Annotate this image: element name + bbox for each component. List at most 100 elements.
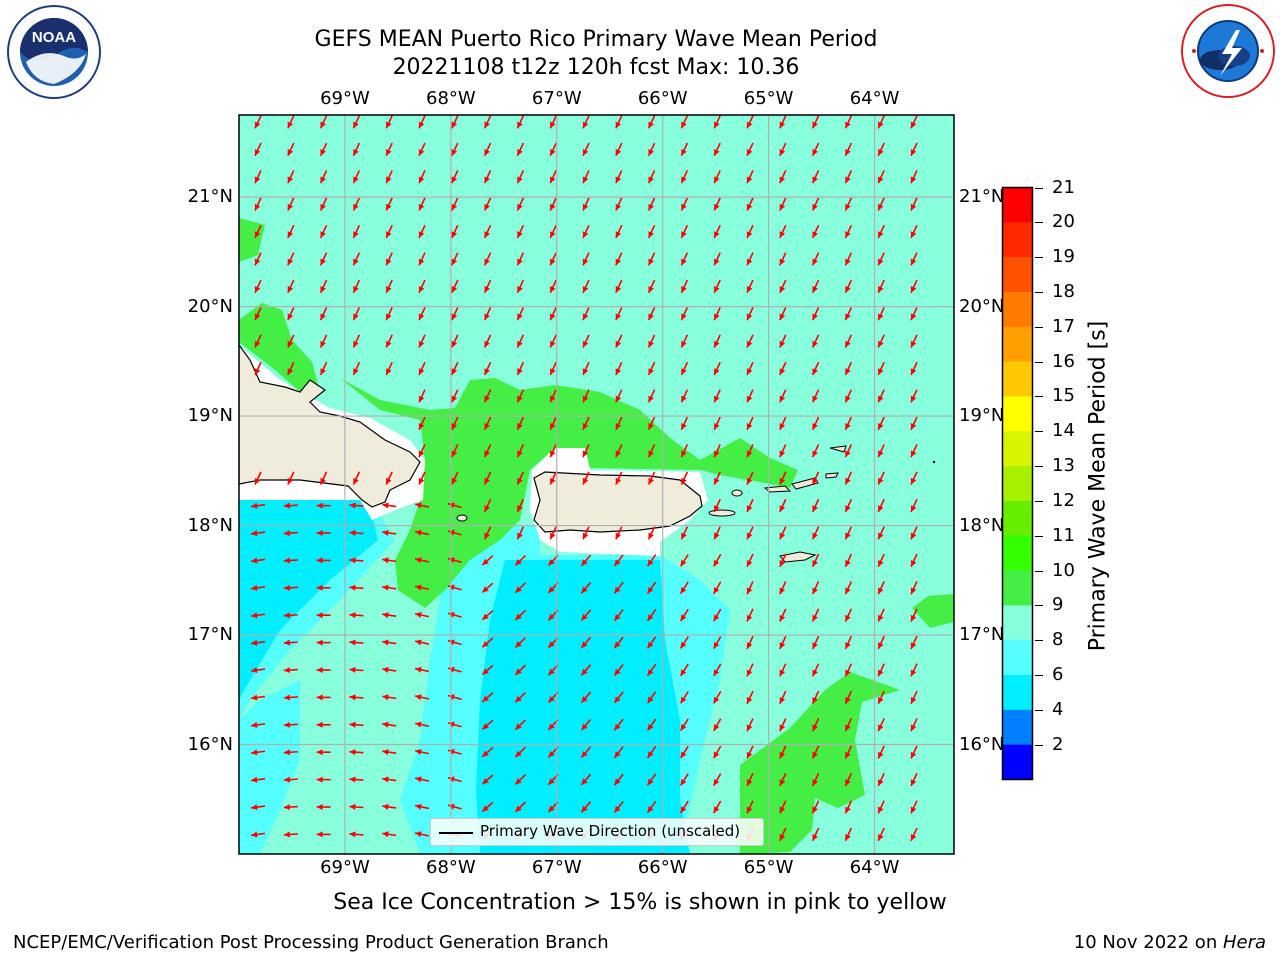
colorbar-label: 20 <box>1052 211 1075 233</box>
wave-arrow <box>877 416 885 431</box>
wave-arrow <box>746 224 754 239</box>
wave-arrow <box>549 279 557 294</box>
wave-arrow <box>713 197 721 211</box>
wave-arrow <box>582 416 590 431</box>
wave-arrow <box>316 557 331 564</box>
wave-arrow <box>316 694 331 701</box>
wave-arrow <box>712 773 722 787</box>
wave-arrow <box>319 279 328 294</box>
wave-arrow <box>811 663 820 677</box>
wave-arrow <box>811 690 820 705</box>
wave-arrow <box>647 334 656 348</box>
wave-arrow <box>483 115 492 129</box>
wave-arrow <box>746 581 754 595</box>
wave-arrow <box>319 334 328 348</box>
wave-arrow <box>877 334 885 348</box>
colorbar-label: 6 <box>1052 664 1064 686</box>
wave-arrow <box>910 444 918 458</box>
wave-arrow <box>385 115 393 129</box>
wave-arrow <box>679 773 689 786</box>
wave-arrow <box>414 831 430 838</box>
legend-line-sample <box>439 832 473 834</box>
wave-arrow <box>713 252 721 266</box>
wave-arrow <box>877 389 885 403</box>
wave-arrow <box>483 444 492 458</box>
colorbar-tick <box>1035 291 1043 293</box>
colorbar-tick <box>1035 640 1043 642</box>
wave-arrow <box>779 224 787 239</box>
wave-arrow <box>779 142 787 157</box>
map-grid <box>239 115 954 854</box>
wave-arrow <box>254 334 262 348</box>
wave-arrow <box>910 526 918 540</box>
wave-arrow <box>910 307 918 321</box>
wave-arrow <box>844 526 853 540</box>
wave-arrow <box>779 307 787 321</box>
wave-arrow <box>811 800 820 814</box>
wave-arrow <box>385 279 393 294</box>
wave-arrow <box>316 502 331 509</box>
wave-arrow <box>680 252 689 266</box>
colorbar-label: 21 <box>1052 176 1075 198</box>
wave-arrow <box>811 307 820 321</box>
wave-arrow <box>713 416 721 431</box>
wave-arrow <box>319 115 328 129</box>
wave-arrow <box>451 224 459 239</box>
wave-arrow <box>910 498 918 513</box>
wave-arrow <box>414 721 430 728</box>
wave-arrow <box>877 827 885 842</box>
lat-tick-left: 17°N <box>187 624 233 646</box>
wave-arrow <box>352 170 361 184</box>
wave-arrow <box>250 530 266 537</box>
colorbar-tick <box>1035 187 1043 189</box>
wave-arrow <box>250 721 266 728</box>
wave-arrow <box>647 389 656 403</box>
wave-arrow <box>615 224 623 239</box>
wave-arrow <box>844 745 853 759</box>
wave-arrow <box>516 170 525 184</box>
wave-arrow <box>516 416 525 431</box>
wave-arrow <box>250 557 266 564</box>
wave-arrow <box>316 721 331 728</box>
wave-arrow <box>615 416 623 431</box>
wave-arrow <box>779 526 787 540</box>
wave-arrow <box>549 170 557 184</box>
wave-arrow <box>811 471 820 485</box>
wave-arrow <box>679 691 689 704</box>
wave-arrow <box>779 663 787 677</box>
wave-arrow <box>516 252 525 266</box>
lon-tick-top: 65°W <box>743 88 794 109</box>
wave-arrow <box>385 334 393 348</box>
wave-arrow <box>647 279 656 294</box>
wave-arrow <box>414 803 430 810</box>
wave-arrow <box>481 746 494 758</box>
wave-arrow <box>287 170 295 184</box>
wave-arrow <box>844 608 853 622</box>
wave-arrow <box>779 718 787 732</box>
wave-arrow <box>844 553 853 568</box>
colorbar-label: 16 <box>1052 350 1075 372</box>
wave-arrow <box>283 749 298 756</box>
wave-arrow <box>483 361 492 376</box>
wave-arrow <box>679 745 689 759</box>
wave-arrow <box>516 307 525 321</box>
wave-arrow <box>647 444 656 458</box>
wave-arrow <box>647 471 656 485</box>
wave-arrow <box>481 774 494 785</box>
wave-arrow <box>483 416 492 431</box>
wave-arrow <box>613 663 624 677</box>
wave-arrow <box>712 800 722 814</box>
colorbar-tick <box>1035 570 1043 572</box>
wave-arrow <box>910 827 918 842</box>
wave-arrow <box>811 745 820 759</box>
wave-arrow <box>382 721 397 728</box>
lat-tick-left: 20°N <box>187 295 233 317</box>
wave-arrow <box>713 444 721 458</box>
wave-arrow <box>779 553 787 568</box>
wave-arrow <box>679 718 689 732</box>
wave-arrow <box>382 502 397 509</box>
land-anegada <box>825 472 839 479</box>
land-islet <box>932 460 936 464</box>
wave-arrow <box>615 361 623 376</box>
